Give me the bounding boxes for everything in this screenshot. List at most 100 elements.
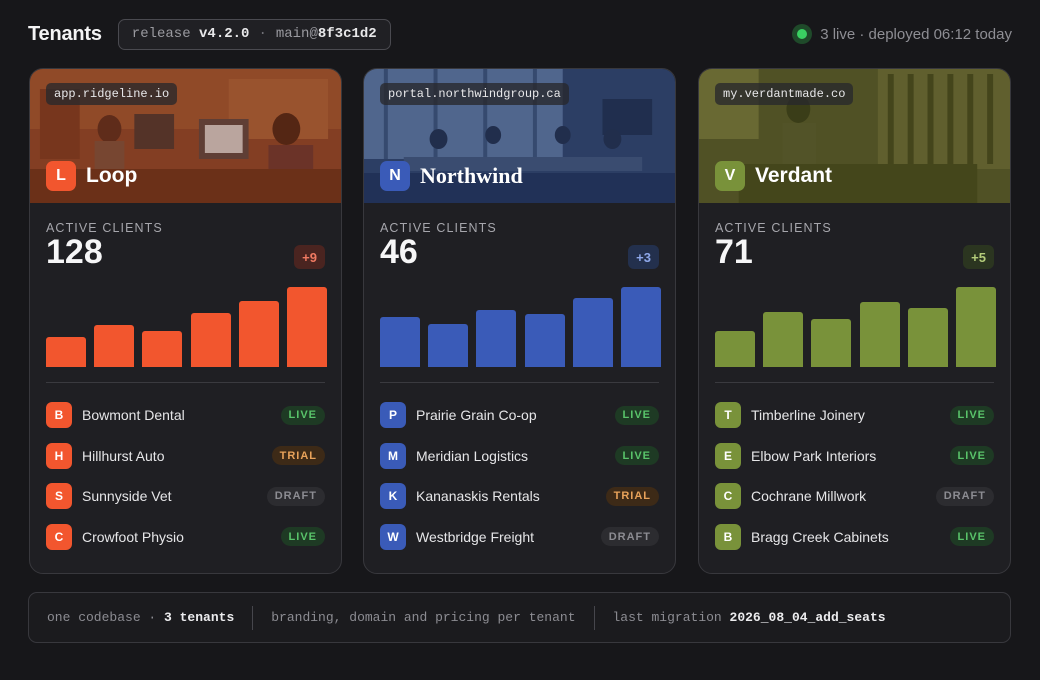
tenant-hero: app.ridgeline.io L Loop (30, 69, 341, 203)
chart-bar (286, 287, 327, 367)
client-initial-badge: M (380, 442, 406, 469)
chart-bar (572, 298, 613, 367)
footer-divider (593, 605, 595, 630)
active-clients-label: ACTIVE CLIENTS (46, 221, 163, 235)
tenant-name: Northwind (420, 163, 523, 188)
client-row[interactable]: M Meridian Logistics LIVE (364, 436, 675, 477)
tenant-stats: ACTIVE CLIENTS 46 +3 (364, 203, 675, 383)
client-initial-badge: W (380, 523, 406, 550)
client-list: P Prairie Grain Co-op LIVE M Meridian Logis… (364, 383, 675, 557)
client-row[interactable]: C Cochrane Millwork DRAFT (699, 476, 1010, 517)
client-initial-badge: T (715, 402, 741, 429)
tenant-card-loop[interactable]: app.ridgeline.io L Loop ACTIVE CLIENTS 1… (29, 68, 342, 574)
branding-note: branding, domain and pricing per tenant (271, 610, 576, 625)
status-badge: TRIAL (271, 446, 325, 466)
divider (715, 382, 994, 383)
client-row[interactable]: W Westbridge Freight DRAFT (364, 517, 675, 558)
tenant-hero: portal.northwindgroup.ca N Northwind (364, 69, 675, 203)
client-name: Bragg Creek Cabinets (751, 528, 889, 545)
tenant-name: Verdant (755, 164, 833, 187)
chart-bar (428, 323, 469, 367)
client-row[interactable]: S Sunnyside Vet DRAFT (30, 476, 341, 517)
tenant-brand: V Verdant (715, 161, 832, 191)
chart-bar (94, 325, 135, 367)
status-badge: DRAFT (600, 527, 659, 547)
deploy-status: 3 live · deployed 06:12 today (792, 24, 1012, 44)
top-bar: Tenants release v4.2.0 · main@ 8f3c1d2 3 … (28, 18, 1012, 50)
tenant-stats: ACTIVE CLIENTS 128 +9 (30, 203, 341, 383)
codebase-prefix: one codebase · (47, 610, 157, 625)
tenant-domain[interactable]: portal.northwindgroup.ca (380, 83, 569, 105)
tenant-name: Loop (86, 164, 138, 187)
release-tag: release v4.2.0 · main@ 8f3c1d2 (117, 18, 391, 50)
tenant-domain[interactable]: app.ridgeline.io (46, 83, 178, 105)
bar-chart (46, 287, 327, 367)
migration-prefix: last migration (612, 610, 722, 625)
client-initial-badge: K (380, 483, 406, 510)
chart-bar (715, 331, 756, 367)
tenant-stats: ACTIVE CLIENTS 71 +5 (699, 203, 1010, 383)
status-badge: LIVE (280, 527, 325, 547)
client-row[interactable]: C Crowfoot Physio LIVE (30, 517, 341, 558)
tenant-card-northwind[interactable]: portal.northwindgroup.ca N Northwind ACT… (363, 68, 676, 574)
release-prefix: release (131, 26, 191, 42)
status-badge: DRAFT (935, 486, 994, 506)
delta-badge: +9 (294, 245, 325, 269)
chart-bar (620, 287, 661, 367)
client-name: Hillhurst Auto (82, 447, 165, 464)
tenant-logo-badge: V (715, 161, 745, 191)
client-row[interactable]: B Bragg Creek Cabinets LIVE (699, 517, 1010, 558)
status-badge: LIVE (280, 405, 325, 425)
client-row[interactable]: P Prairie Grain Co-op LIVE (364, 395, 675, 436)
chart-bar (476, 309, 517, 367)
divider (46, 382, 325, 383)
tenant-hero: my.verdantmade.co V Verdant (699, 69, 1010, 203)
footer-divider (252, 605, 254, 630)
tenant-brand: N Northwind (380, 161, 523, 191)
tenant-brand: L Loop (46, 161, 137, 191)
client-row[interactable]: T Timberline Joinery LIVE (699, 395, 1010, 436)
bar-chart (715, 287, 996, 367)
client-name: Crowfoot Physio (82, 528, 184, 545)
client-name: Prairie Grain Co-op (416, 407, 537, 424)
chart-bar (955, 287, 996, 367)
client-name: Bowmont Dental (82, 407, 185, 424)
client-row[interactable]: B Bowmont Dental LIVE (30, 395, 341, 436)
active-clients-label: ACTIVE CLIENTS (715, 221, 832, 235)
client-row[interactable]: H Hillhurst Auto TRIAL (30, 436, 341, 477)
status-badge: LIVE (949, 527, 994, 547)
release-commit: 8f3c1d2 (317, 26, 377, 42)
client-name: Westbridge Freight (416, 528, 535, 545)
client-row[interactable]: E Elbow Park Interiors LIVE (699, 436, 1010, 477)
client-initial-badge: C (715, 483, 741, 510)
client-initial-badge: B (715, 523, 741, 550)
chart-bar (524, 314, 565, 367)
active-clients-value: 46 (380, 233, 418, 271)
chart-bar (238, 301, 279, 367)
client-list: B Bowmont Dental LIVE H Hillhurst Auto TRIAL… (30, 383, 341, 557)
client-list: T Timberline Joinery LIVE E Elbow Park Inte… (699, 383, 1010, 557)
page-title: Tenants (28, 22, 102, 45)
release-version: v4.2.0 (199, 26, 250, 42)
client-name: Kananaskis Rentals (416, 488, 540, 505)
migration-name: 2026_08_04_add_seats (729, 610, 886, 625)
client-name: Sunnyside Vet (82, 488, 172, 505)
client-initial-badge: P (380, 402, 406, 429)
client-name: Timberline Joinery (751, 407, 865, 424)
status-badge: TRIAL (605, 486, 659, 506)
tenant-logo-badge: N (380, 161, 410, 191)
tenant-count: 3 tenants (164, 610, 235, 625)
client-name: Elbow Park Interiors (751, 447, 877, 464)
tenant-card-verdant[interactable]: my.verdantmade.co V Verdant ACTIVE CLIEN… (698, 68, 1011, 574)
tenant-domain[interactable]: my.verdantmade.co (715, 83, 854, 105)
client-initial-badge: S (46, 483, 72, 510)
delta-badge: +3 (628, 245, 659, 269)
footer-summary: one codebase · 3 tenants branding, domai… (28, 592, 1011, 643)
client-row[interactable]: K Kananaskis Rentals TRIAL (364, 476, 675, 517)
chart-bar (380, 316, 421, 367)
client-initial-badge: H (46, 442, 72, 469)
status-badge: DRAFT (266, 486, 325, 506)
client-name: Meridian Logistics (416, 447, 529, 464)
chart-bar (46, 337, 87, 367)
client-name: Cochrane Millwork (751, 488, 867, 505)
